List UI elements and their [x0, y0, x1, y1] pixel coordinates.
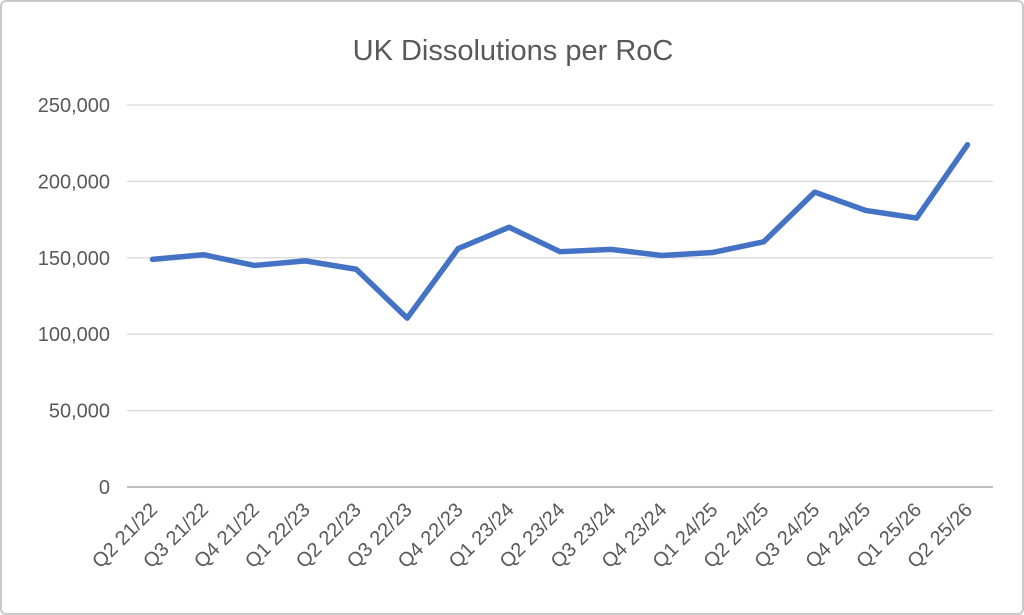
data-line-series — [149, 141, 971, 321]
y-tick-label: 150,000 — [38, 248, 110, 270]
y-tick-label: 200,000 — [38, 171, 110, 193]
y-tick-label: 0 — [99, 477, 110, 499]
y-tick-label: 50,000 — [49, 401, 110, 423]
gridlines — [127, 104, 993, 488]
chart-title: UK Dissolutions per RoC — [353, 35, 674, 67]
y-tick-label: 100,000 — [38, 324, 110, 346]
y-tick-label: 250,000 — [38, 95, 110, 117]
y-axis-labels: 0 50,000 100,000 150,000 200,000 250,000 — [38, 95, 110, 499]
